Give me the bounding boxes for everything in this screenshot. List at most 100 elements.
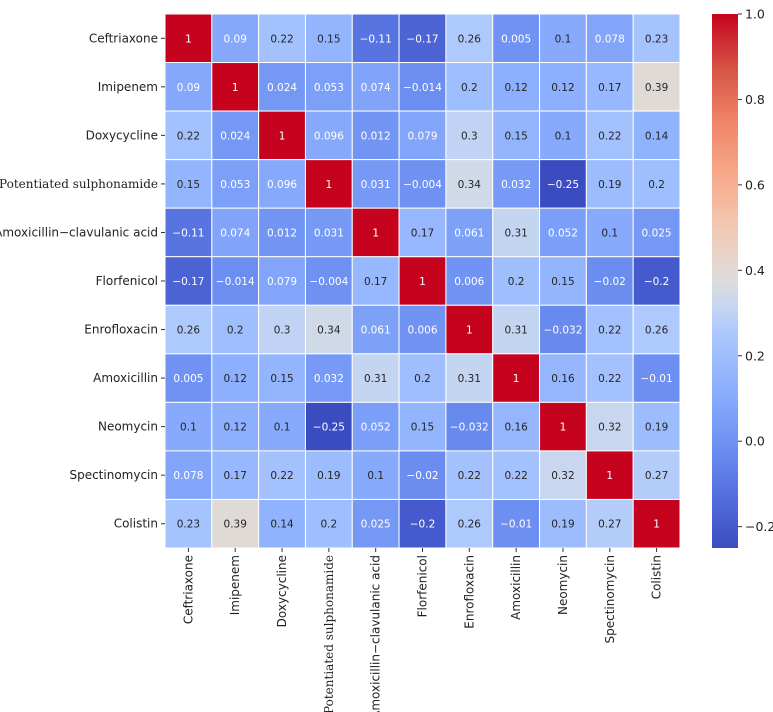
cell-value-label: 0.12 <box>551 82 574 94</box>
cell-value-label: 0.22 <box>598 130 621 142</box>
cell-value-label: 0.2 <box>227 325 244 337</box>
heatmap-cell <box>351 353 400 403</box>
cell-value-label: 0.052 <box>361 422 391 434</box>
heatmap-cell <box>351 207 400 258</box>
cell-value-label: 1 <box>653 519 660 531</box>
heatmap-cell <box>585 401 634 452</box>
heatmap-cell <box>398 207 447 258</box>
heatmap-cell <box>304 304 353 355</box>
cell-value-label: 0.053 <box>220 179 250 191</box>
cell-value-label: 0.17 <box>224 470 247 482</box>
heatmap-cell <box>398 353 447 403</box>
heatmap-cell <box>211 498 260 549</box>
cell-value-label: 0.22 <box>504 470 527 482</box>
cell-value-label: 0.005 <box>173 373 203 385</box>
cell-value-label: 0.31 <box>504 325 527 337</box>
heatmap-cell <box>398 13 447 64</box>
heatmap-cell <box>632 353 681 403</box>
y-tick-label: Florfenicol <box>96 274 158 288</box>
heatmap-cell <box>211 304 260 355</box>
x-tick-label: Amoxicillin <box>509 555 523 620</box>
cell-value-label: −0.02 <box>594 276 626 288</box>
cell-value-label: 0.27 <box>645 470 668 482</box>
cell-value-label: 0.061 <box>361 325 391 337</box>
heatmap-cell <box>492 353 541 403</box>
heatmap-cell <box>351 450 400 500</box>
y-tick-label: Spectinomycin <box>69 468 158 482</box>
heatmap-cell <box>539 207 587 258</box>
heatmap-cell <box>632 62 681 112</box>
colorbar-gradient <box>712 14 738 548</box>
cell-value-label: 0.39 <box>224 519 247 531</box>
heatmap-cell <box>304 353 353 403</box>
cell-value-label: 0.061 <box>454 227 484 239</box>
heatmap-cell <box>492 304 541 355</box>
heatmap-cell <box>539 450 587 500</box>
cell-value-label: 0.22 <box>270 33 293 45</box>
y-tick-label: Ceftriaxone <box>89 31 158 45</box>
cell-value-label: 0.074 <box>361 82 391 94</box>
heatmap-cell <box>164 256 213 306</box>
cell-value-label: 0.032 <box>314 373 344 385</box>
cell-value-label: 0.1 <box>367 470 384 482</box>
cell-value-label: 0.17 <box>598 82 621 94</box>
y-axis-labels: Ceftriaxone Imipenem Doxycycline Potentiate… <box>0 31 165 531</box>
heatmap-cell <box>539 256 587 306</box>
cell-value-label: 0.1 <box>555 33 572 45</box>
cell-value-label: 0.26 <box>645 325 669 337</box>
cell-value-label: −0.11 <box>360 33 392 45</box>
cell-value-label: 0.17 <box>364 276 387 288</box>
cell-value-label: −0.01 <box>500 519 532 531</box>
x-tick-label: Potentiated sulphonamide <box>322 555 336 712</box>
heatmap-cell <box>351 62 400 112</box>
heatmap-cell <box>492 498 541 549</box>
cell-value-label: 1 <box>279 130 286 142</box>
cell-value-label: 0.3 <box>274 325 291 337</box>
heatmap-cell <box>632 304 681 355</box>
heatmap-cell <box>398 62 447 112</box>
x-tick-label: Florfenicol <box>416 555 430 617</box>
heatmap-cell <box>258 159 306 209</box>
x-tick-label: Imipenem <box>228 555 242 615</box>
cell-value-label: 0.19 <box>598 179 621 191</box>
cell-value-label: 1 <box>466 325 473 337</box>
heatmap-cell <box>445 304 494 355</box>
cell-value-label: 0.19 <box>317 470 340 482</box>
heatmap-cell <box>445 207 494 258</box>
cell-value-label: 0.27 <box>598 519 621 531</box>
x-tick-label: Amoxicillin−clavulanic acid <box>369 555 383 712</box>
cell-value-label: 0.074 <box>220 227 250 239</box>
heatmap-cell <box>445 353 494 403</box>
cell-value-label: −0.17 <box>172 276 204 288</box>
cell-value-label: 0.032 <box>501 179 531 191</box>
heatmap-cell <box>398 159 447 209</box>
cell-value-label: 0.1 <box>555 130 572 142</box>
heatmap-cell <box>632 401 681 452</box>
cell-value-label: −0.014 <box>403 82 442 94</box>
cell-value-label: 0.22 <box>598 373 621 385</box>
heatmap-cell <box>539 159 587 209</box>
heatmap-cell <box>585 13 634 64</box>
heatmap-cell <box>492 62 541 112</box>
cell-value-label: 0.31 <box>504 227 527 239</box>
heatmap-cell <box>492 450 541 500</box>
heatmap-cell <box>164 401 213 452</box>
cell-value-label: 0.09 <box>177 82 200 94</box>
heatmap-cell <box>304 159 353 209</box>
colorbar-tick-label: −0.2 <box>745 519 773 534</box>
cell-value-label: 0.16 <box>504 422 528 434</box>
cell-value-label: 0.19 <box>551 519 574 531</box>
cell-value-label: 0.012 <box>267 227 297 239</box>
cell-value-label: 0.2 <box>321 519 338 531</box>
heatmap-cell <box>539 62 587 112</box>
heatmap-cell <box>258 304 306 355</box>
y-tick-label: Doxycycline <box>86 128 158 142</box>
cell-value-label: 1 <box>372 227 379 239</box>
cell-value-label: 0.26 <box>458 33 482 45</box>
cell-value-label: −0.2 <box>644 276 670 288</box>
cell-value-label: 0.26 <box>177 325 201 337</box>
heatmap-cell <box>258 13 306 64</box>
cell-value-label: −0.01 <box>640 373 672 385</box>
cell-value-label: 0.22 <box>270 470 293 482</box>
heatmap-cell <box>492 13 541 64</box>
